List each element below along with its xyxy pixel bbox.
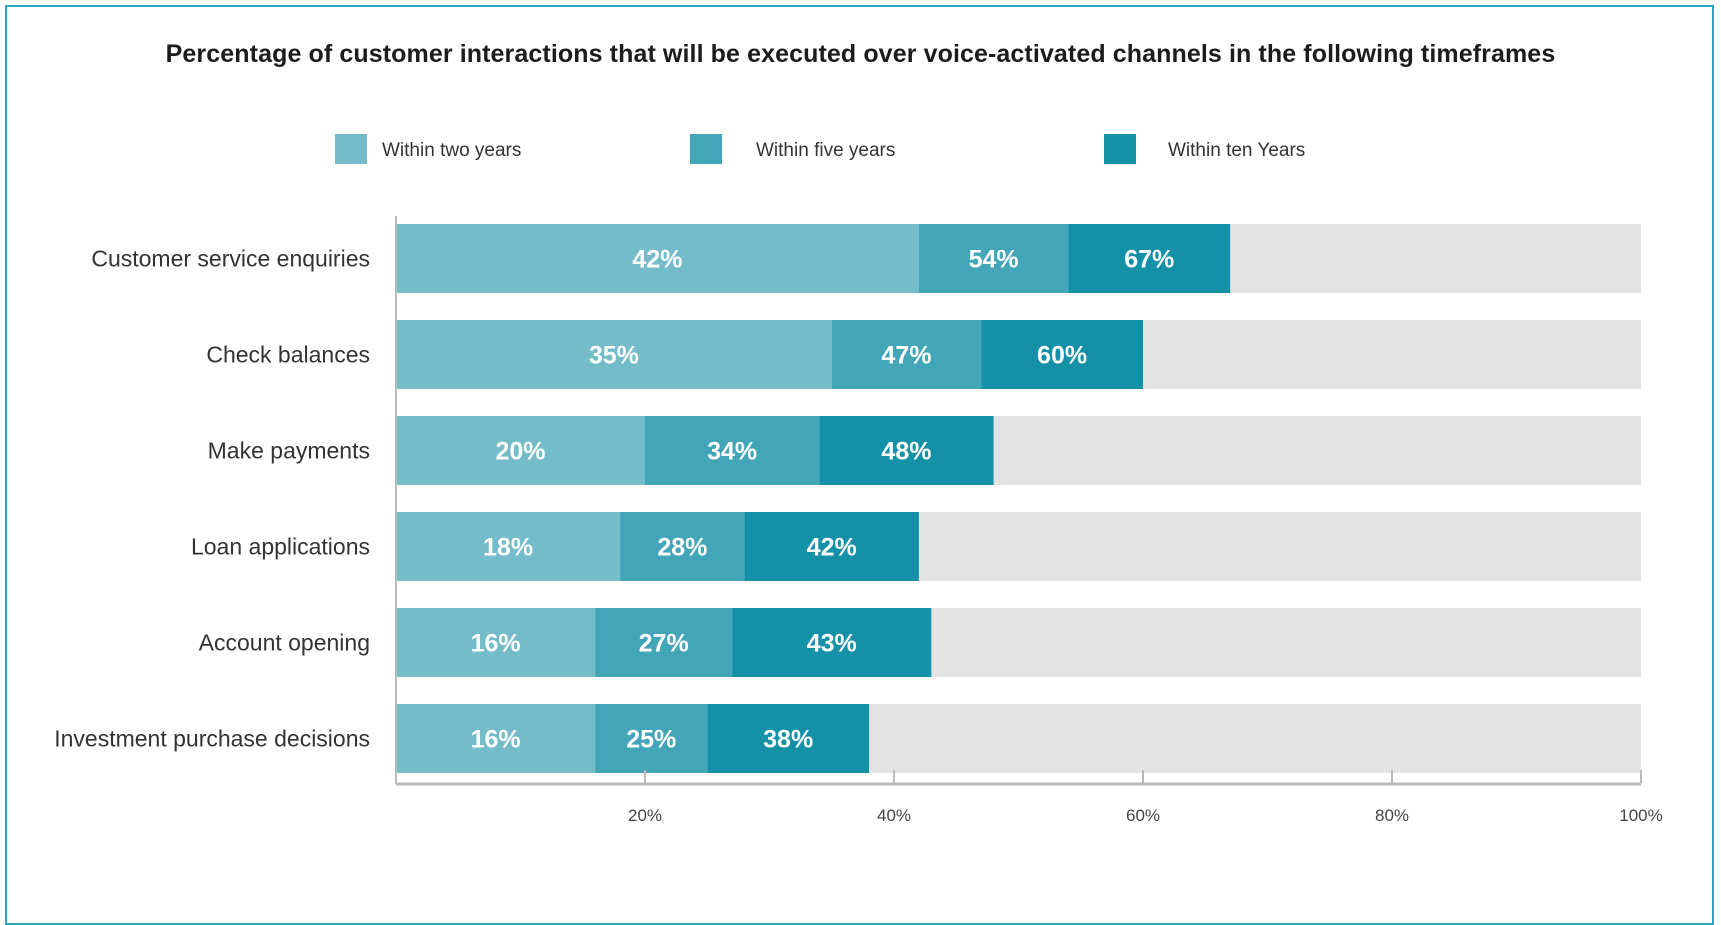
category-labels: Customer service enquiries Check balances… bbox=[54, 246, 370, 752]
data-label: 34% bbox=[707, 438, 757, 466]
bar-segment-series-1 bbox=[396, 416, 645, 485]
bar-segment-series-2 bbox=[620, 512, 745, 581]
bar-segment-series-2 bbox=[595, 608, 733, 677]
bar-segment-series-1 bbox=[396, 704, 596, 773]
category-label: Loan applications bbox=[191, 534, 370, 560]
bar-segment-series-1 bbox=[396, 608, 596, 677]
category-label: Check balances bbox=[206, 342, 370, 368]
bar-segment-series-3 bbox=[707, 704, 870, 773]
legend-swatch-1 bbox=[335, 134, 367, 164]
data-label: 25% bbox=[626, 726, 676, 754]
data-label: 67% bbox=[1124, 246, 1174, 274]
data-label: 38% bbox=[763, 726, 813, 754]
legend-swatch-2 bbox=[690, 134, 722, 164]
bar-segment-series-3 bbox=[732, 608, 932, 677]
data-label: 42% bbox=[632, 246, 682, 274]
data-label: 27% bbox=[639, 630, 689, 658]
bar-segment-series-2 bbox=[831, 320, 982, 389]
x-tick-label: 60% bbox=[1126, 806, 1160, 825]
category-label: Account opening bbox=[199, 630, 370, 656]
x-tick-label: 20% bbox=[628, 806, 662, 825]
category-label: Customer service enquiries bbox=[91, 246, 370, 272]
bar-segment-series-2 bbox=[595, 704, 708, 773]
x-tick-label: 80% bbox=[1375, 806, 1409, 825]
bar-segment-series-2 bbox=[645, 416, 820, 485]
data-label: 60% bbox=[1037, 342, 1087, 370]
legend: Within two years Within five years Within … bbox=[335, 134, 1305, 164]
bar-segment-series-2 bbox=[918, 224, 1069, 293]
data-label: 35% bbox=[589, 342, 639, 370]
data-label: 43% bbox=[807, 630, 857, 658]
bar-segment-series-3 bbox=[744, 512, 919, 581]
data-label: 18% bbox=[483, 534, 533, 562]
data-label: 28% bbox=[657, 534, 707, 562]
x-tick-label: 100% bbox=[1619, 806, 1662, 825]
legend-label-1: Within two years bbox=[382, 140, 521, 161]
bar-segment-series-3 bbox=[981, 320, 1143, 389]
category-label: Make payments bbox=[208, 438, 370, 464]
legend-label-3: Within ten Years bbox=[1168, 140, 1305, 161]
data-label: 20% bbox=[495, 438, 545, 466]
bar-segment-series-1 bbox=[396, 320, 832, 389]
bars: 42% 54% 67% 35% 47% 60% 20% 34% 48% 18% 28% 42% 16% 2… bbox=[396, 224, 1231, 773]
bar-segment-series-1 bbox=[396, 224, 919, 293]
bar-segment-series-3 bbox=[819, 416, 994, 485]
bar-tracks bbox=[396, 224, 1641, 773]
data-label: 16% bbox=[471, 726, 521, 754]
data-label: 42% bbox=[807, 534, 857, 562]
bar-segment-series-3 bbox=[1068, 224, 1231, 293]
data-label: 47% bbox=[881, 342, 931, 370]
legend-label-2: Within five years bbox=[756, 140, 895, 161]
data-label: 16% bbox=[471, 630, 521, 658]
x-tick-label: 40% bbox=[877, 806, 911, 825]
bar-segment-series-1 bbox=[396, 512, 621, 581]
legend-swatch-3 bbox=[1104, 134, 1136, 164]
data-label: 54% bbox=[969, 246, 1019, 274]
data-label: 48% bbox=[881, 438, 931, 466]
category-label: Investment purchase decisions bbox=[54, 726, 370, 752]
chart-title: Percentage of customer interactions that… bbox=[165, 40, 1556, 68]
x-axis: 20% 40% 60% 80% 100% bbox=[395, 216, 1663, 825]
